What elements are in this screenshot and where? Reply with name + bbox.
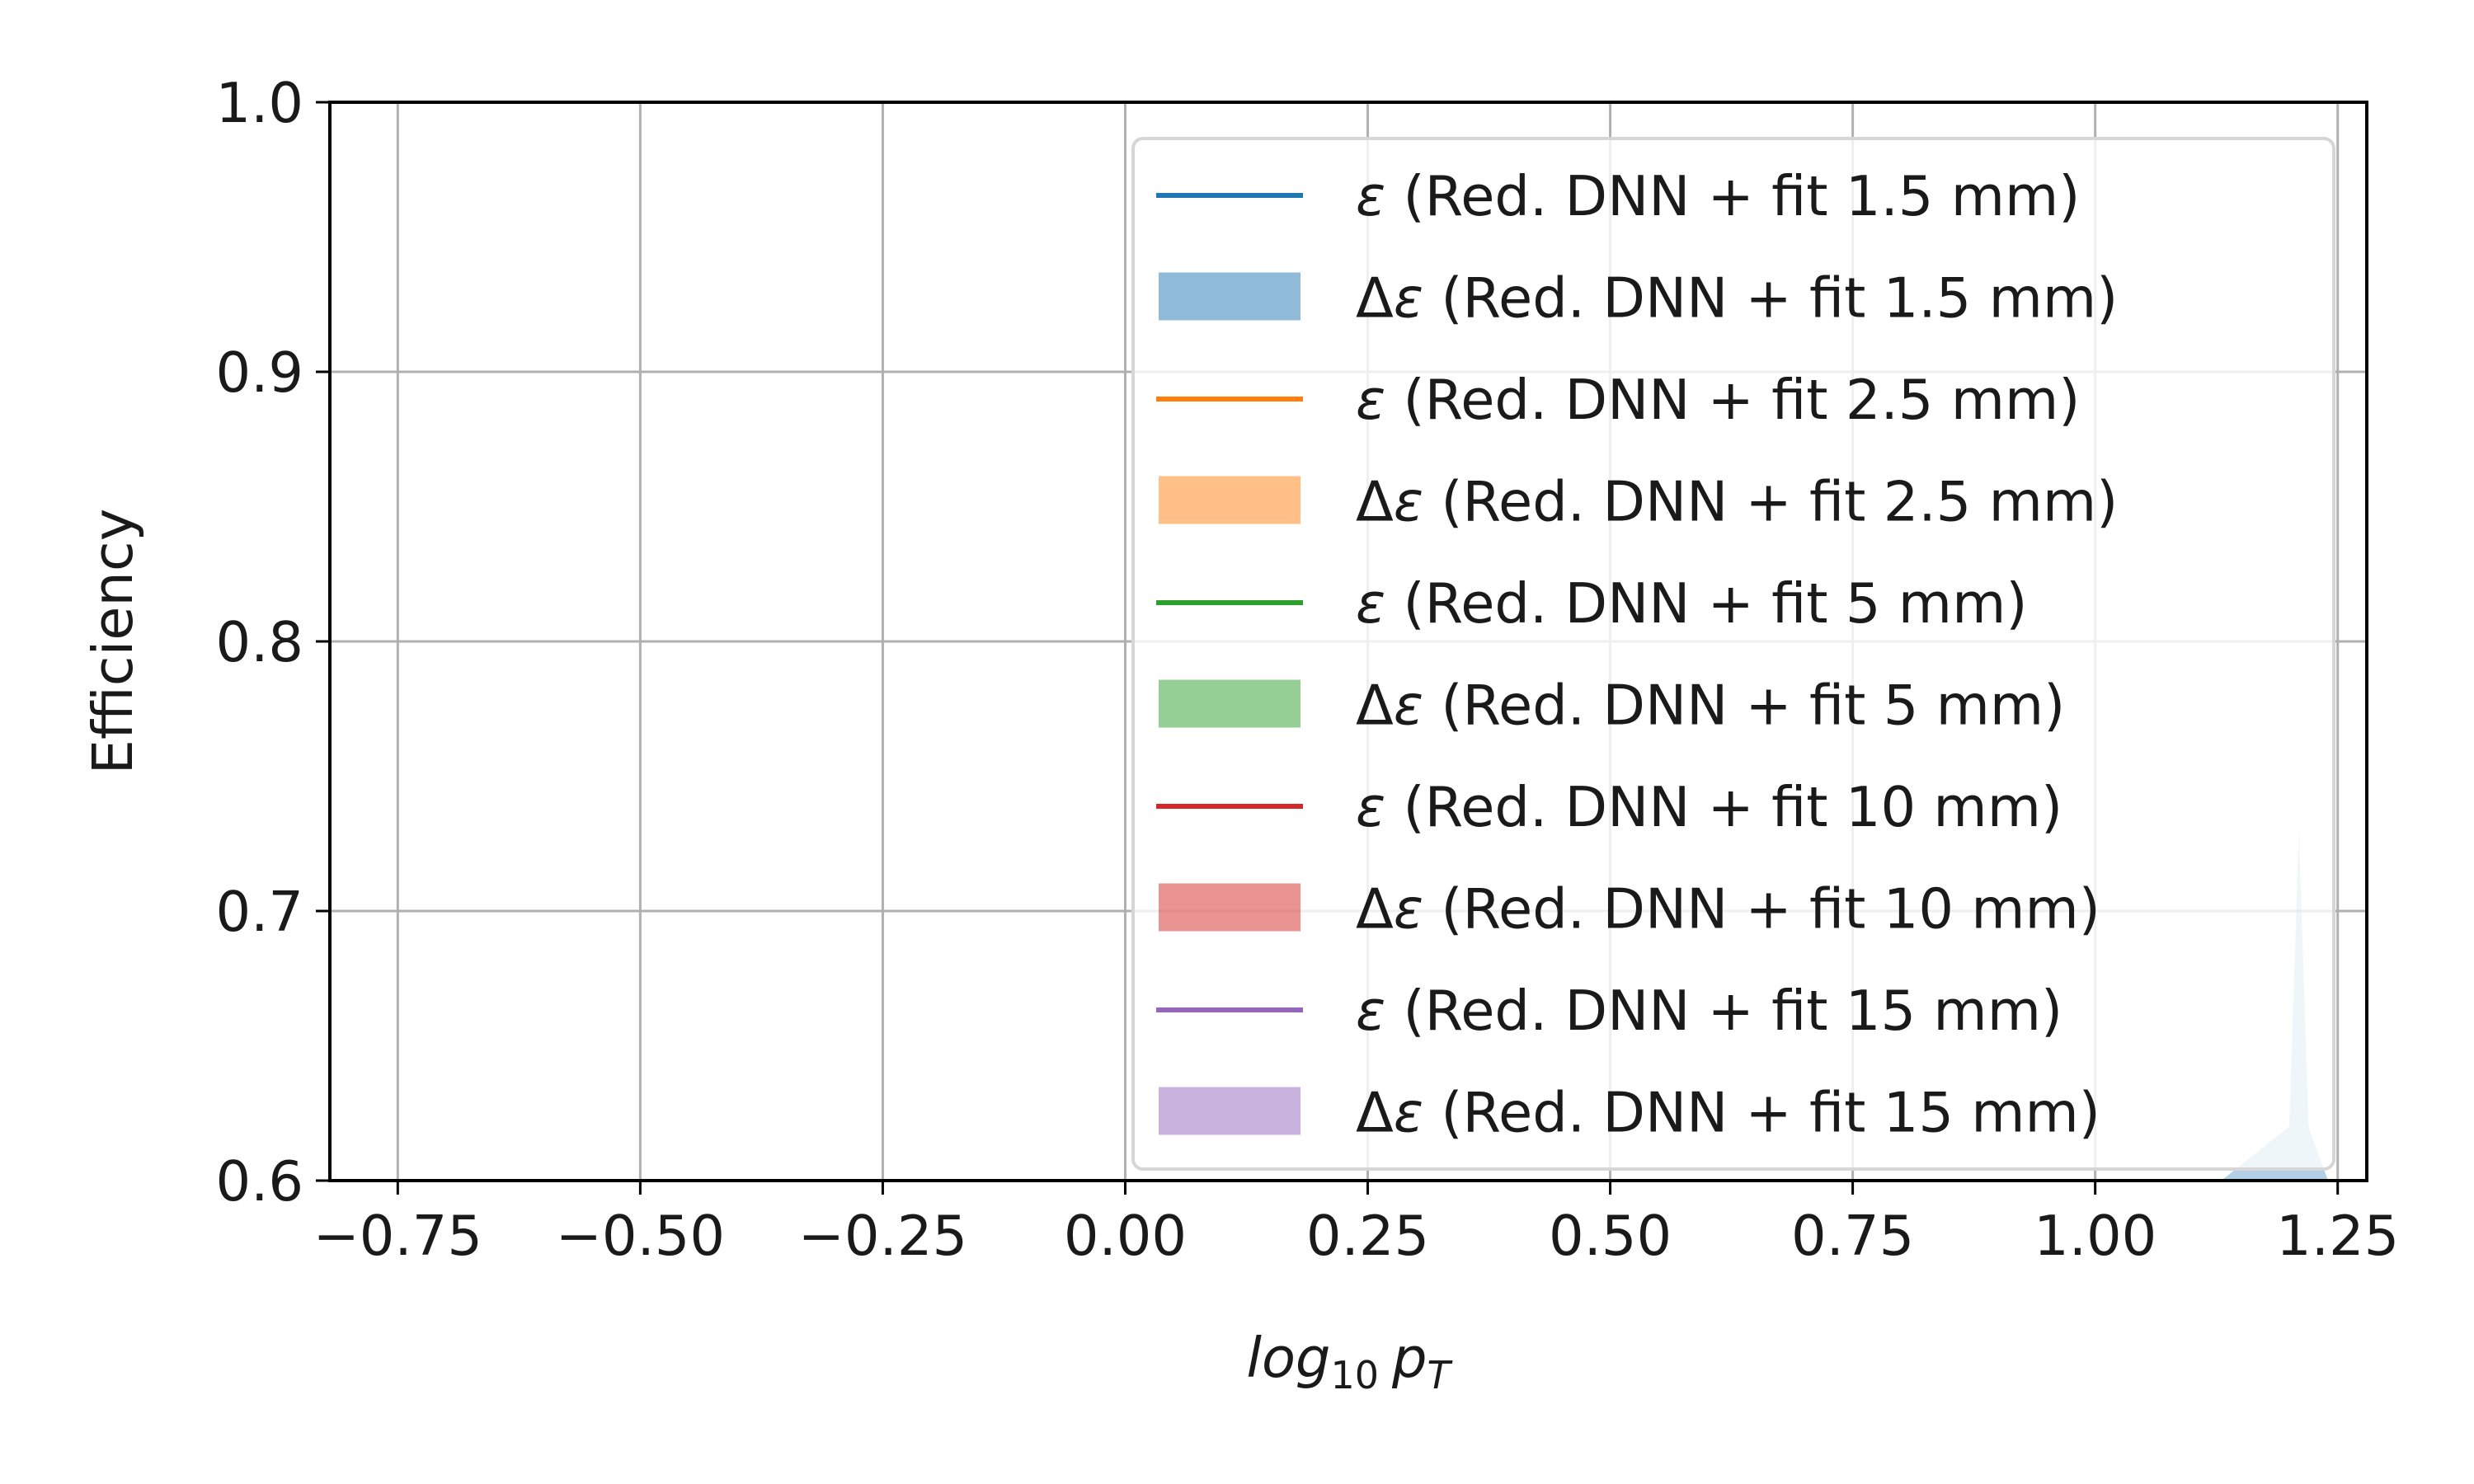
x-tick-label: −0.50 [556, 1204, 725, 1268]
y-tick-label: 0.9 [215, 340, 303, 405]
x-axis-label-var: p [1391, 1326, 1427, 1390]
legend-series-name: (Red. DNN + fit 10 mm) [1385, 775, 2062, 839]
legend-delta-symbol: Δ [1356, 674, 1394, 738]
x-tick-label: −0.75 [313, 1204, 482, 1268]
y-tick-label: 1.0 [215, 71, 303, 135]
legend-series-name: (Red. DNN + fit 1.5 mm) [1423, 266, 2118, 331]
x-axis-label-log-base: 10 [1330, 1353, 1379, 1397]
legend-label: ε (Red. DNN + fit 2.5 mm) [1356, 368, 2080, 432]
x-tick-label: 1.25 [2276, 1204, 2399, 1268]
legend-label: ε (Red. DNN + fit 10 mm) [1356, 775, 2062, 839]
y-tick-label: 0.6 [215, 1149, 303, 1214]
y-tick-label: 0.7 [215, 880, 303, 944]
legend-epsilon-symbol: ε [1356, 979, 1385, 1043]
legend-series-name: (Red. DNN + fit 5 mm) [1423, 674, 2065, 738]
x-tick-label: 1.00 [2034, 1204, 2157, 1268]
legend-band-swatch [1159, 883, 1300, 932]
legend-entry: Δε (Red. DNN + fit 5 mm) [1159, 674, 2065, 738]
legend-series-name: (Red. DNN + fit 2.5 mm) [1423, 470, 2118, 534]
legend-band-swatch [1159, 476, 1300, 524]
legend-label: Δε (Red. DNN + fit 2.5 mm) [1356, 470, 2118, 534]
legend-series-name: (Red. DNN + fit 1.5 mm) [1385, 164, 2080, 228]
x-axis-label-log: log [1246, 1326, 1330, 1390]
legend-label: Δε (Red. DNN + fit 10 mm) [1356, 877, 2100, 942]
legend-delta-symbol: Δ [1356, 1081, 1394, 1145]
legend-epsilon-symbol: ε [1356, 571, 1385, 636]
legend-band-swatch [1159, 272, 1300, 321]
legend-series-name: (Red. DNN + fit 2.5 mm) [1385, 368, 2080, 432]
legend-epsilon-symbol: ε [1394, 266, 1423, 331]
y-axis-ticks: 0.6 0.7 0.8 0.9 1.0 [215, 71, 330, 1214]
legend-series-name: (Red. DNN + fit 15 mm) [1385, 979, 2062, 1043]
x-tick-label: 0.25 [1306, 1204, 1429, 1268]
legend-epsilon-symbol: ε [1394, 1081, 1423, 1145]
x-tick-label: 0.75 [1791, 1204, 1914, 1268]
legend-entry: ε (Red. DNN + fit 10 mm) [1156, 775, 2062, 839]
legend-epsilon-symbol: ε [1394, 877, 1423, 942]
x-tick-label: −0.25 [798, 1204, 967, 1268]
legend-entry: ε (Red. DNN + fit 2.5 mm) [1156, 368, 2080, 432]
legend-label: Δε (Red. DNN + fit 1.5 mm) [1356, 266, 2118, 331]
legend-band-swatch [1159, 679, 1300, 728]
legend-entry: Δε (Red. DNN + fit 2.5 mm) [1159, 470, 2118, 534]
legend-band-swatch [1159, 1087, 1300, 1135]
legend-entry: ε (Red. DNN + fit 1.5 mm) [1156, 164, 2080, 228]
x-axis-label-var-sub: T [1427, 1353, 1454, 1397]
legend-delta-symbol: Δ [1356, 877, 1394, 942]
legend-label: Δε (Red. DNN + fit 5 mm) [1356, 674, 2065, 738]
legend-entry: Δε (Red. DNN + fit 1.5 mm) [1159, 266, 2118, 331]
legend-delta-symbol: Δ [1356, 470, 1394, 534]
x-axis-ticks: −0.75 −0.50 −0.25 0.00 0.25 0.50 0.75 1.00 1.25 [313, 1181, 2399, 1268]
legend-epsilon-symbol: ε [1394, 674, 1423, 738]
legend-label: ε (Red. DNN + fit 15 mm) [1356, 979, 2062, 1043]
legend-series-name: (Red. DNN + fit 10 mm) [1423, 877, 2100, 942]
legend-entry: ε (Red. DNN + fit 5 mm) [1156, 571, 2027, 636]
legend-series-name: (Red. DNN + fit 5 mm) [1385, 571, 2027, 636]
legend-epsilon-symbol: ε [1394, 470, 1423, 534]
legend-entry: Δε (Red. DNN + fit 15 mm) [1159, 1081, 2100, 1145]
x-tick-label: 0.00 [1064, 1204, 1187, 1268]
y-axis-label: Efficiency [81, 509, 145, 775]
legend-box [1131, 137, 2335, 1171]
legend-entry: Δε (Red. DNN + fit 10 mm) [1159, 877, 2100, 942]
legend-label: ε (Red. DNN + fit 1.5 mm) [1356, 164, 2080, 228]
legend-delta-symbol: Δ [1356, 266, 1394, 331]
legend-epsilon-symbol: ε [1356, 775, 1385, 839]
x-axis-label: log10 pT [1246, 1326, 1453, 1397]
legend-entry: ε (Red. DNN + fit 15 mm) [1156, 979, 2062, 1043]
legend-label: ε (Red. DNN + fit 5 mm) [1356, 571, 2027, 636]
legend-epsilon-symbol: ε [1356, 368, 1385, 432]
x-tick-label: 0.50 [1549, 1204, 1672, 1268]
y-tick-label: 0.8 [215, 610, 303, 674]
legend-label: Δε (Red. DNN + fit 15 mm) [1356, 1081, 2100, 1145]
legend-epsilon-symbol: ε [1356, 164, 1385, 228]
legend-series-name: (Red. DNN + fit 15 mm) [1423, 1081, 2100, 1145]
legend: ε (Red. DNN + fit 1.5 mm)Δε (Red. DNN + … [1131, 137, 2335, 1171]
